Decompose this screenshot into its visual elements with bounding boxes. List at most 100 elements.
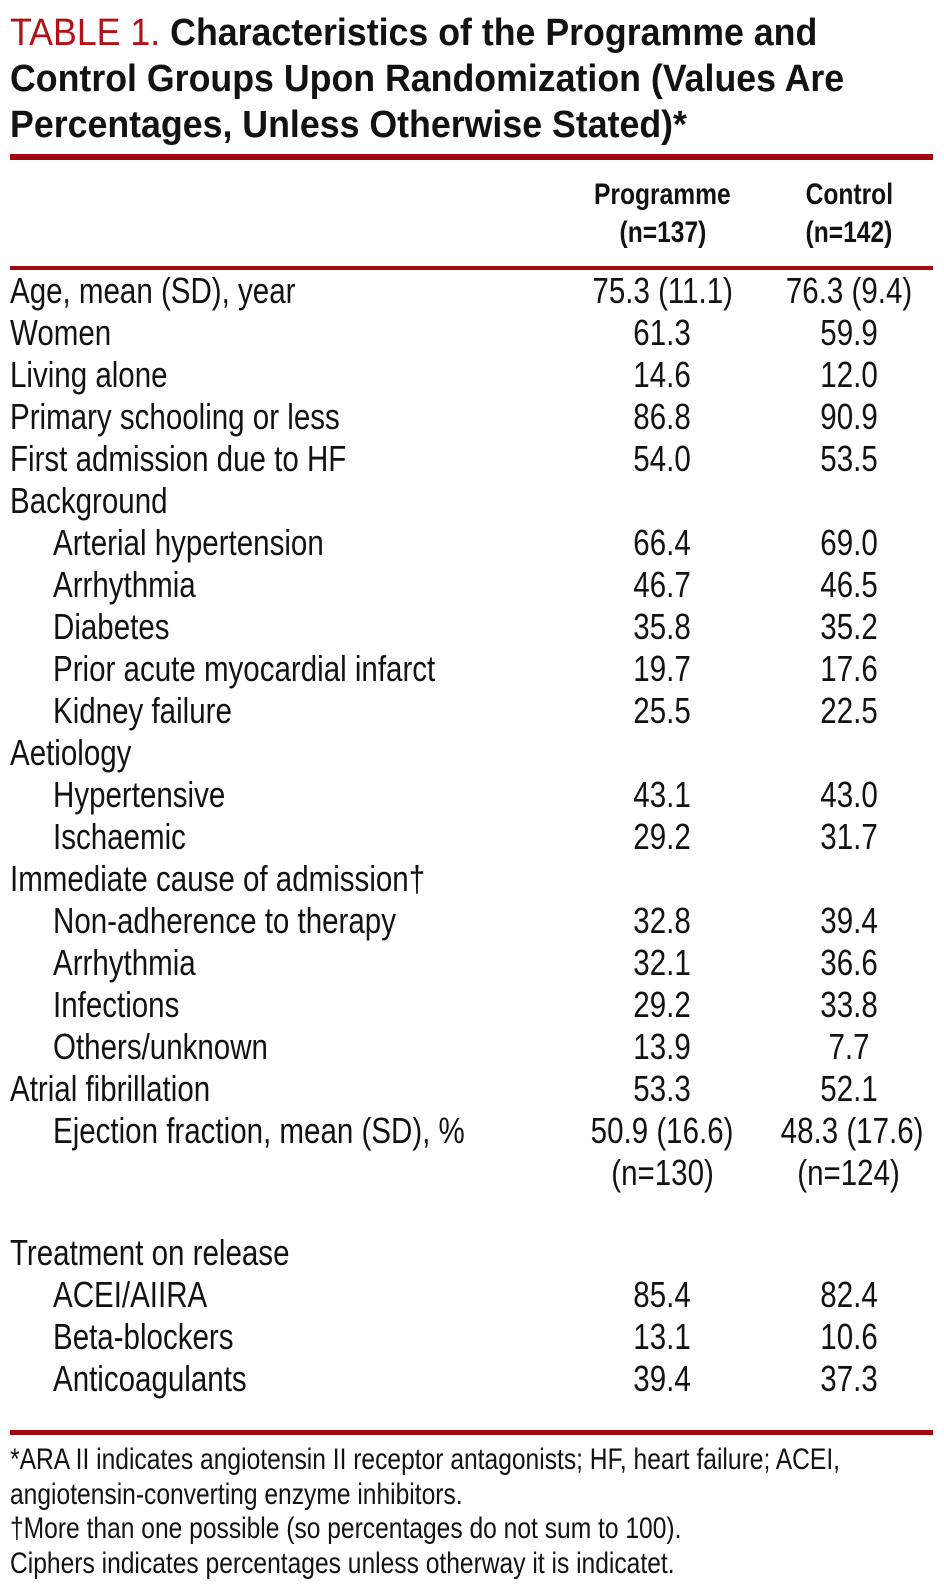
table-body: Age, mean (SD), year 75.3 (11.1) 76.3 (9.4… — [10, 270, 933, 1400]
table-row: Others/unknown 13.9 7.7 — [10, 1026, 933, 1068]
row-label: Age, mean (SD), year — [10, 270, 296, 311]
control-value: 31.7 — [820, 816, 878, 857]
stub-header-empty — [10, 176, 560, 252]
programme-value: 13.9 — [633, 1026, 692, 1067]
programme-value: 43.1 — [633, 774, 692, 815]
table-row: Arterial hypertension 66.4 69.0 — [10, 522, 933, 564]
control-value: 76.3 (9.4) — [785, 270, 913, 311]
programme-value: 39.4 — [633, 1358, 692, 1399]
row-label: Prior acute myocardial infarct — [53, 648, 436, 689]
programme-value: 29.2 — [633, 816, 692, 857]
control-value: 53.5 — [820, 438, 878, 479]
control-header-n: (n=142) — [805, 216, 893, 249]
table-row: Beta-blockers 13.1 10.6 — [10, 1316, 933, 1358]
control-value: (n=124) — [797, 1152, 901, 1193]
programme-value: 13.1 — [633, 1316, 692, 1357]
control-value: 59.9 — [820, 312, 878, 353]
programme-value: (n=130) — [611, 1152, 714, 1193]
control-value: 46.5 — [820, 564, 878, 605]
table-row: Treatment on release — [10, 1232, 933, 1274]
table-row: Atrial fibrillation 53.3 52.1 — [10, 1068, 933, 1110]
programme-value: 53.3 — [633, 1068, 692, 1109]
row-label: Ejection fraction, mean (SD), % — [53, 1110, 465, 1151]
table-number-label: TABLE 1. — [10, 12, 161, 54]
row-label: Aetiology — [10, 732, 132, 773]
table-row: ACEI/AIIRA 85.4 82.4 — [10, 1274, 933, 1316]
row-label: Beta-blockers — [53, 1316, 234, 1357]
row-label: First admission due to HF — [10, 438, 347, 479]
control-value: 33.8 — [820, 984, 878, 1025]
control-value: 10.6 — [820, 1316, 878, 1357]
row-label: Women — [10, 312, 112, 353]
row-label: Primary schooling or less — [10, 396, 340, 437]
programme-value: 32.1 — [633, 942, 692, 983]
footnote-text: *ARA II indicates angiotensin II recepto… — [10, 1443, 841, 1476]
row-label: Treatment on release — [10, 1232, 290, 1273]
row-label: Diabetes — [53, 606, 170, 647]
row-label: ACEI/AIIRA — [53, 1274, 208, 1315]
control-value: 39.4 — [820, 900, 878, 941]
row-label: Others/unknown — [53, 1026, 268, 1067]
programme-value: 50.9 (16.6) — [591, 1110, 734, 1151]
programme-header-name: Programme — [594, 178, 731, 211]
control-column-header: Control (n=142) — [765, 176, 933, 252]
programme-header-n: (n=137) — [619, 216, 706, 249]
column-headers: Programme (n=137) Control (n=142) — [10, 160, 933, 266]
programme-value: 66.4 — [633, 522, 692, 563]
programme-value: 61.3 — [633, 312, 692, 353]
row-label: Non-adherence to therapy — [53, 900, 396, 941]
footnote-line: †More than one possible (so percentages … — [10, 1512, 933, 1547]
row-label: Background — [10, 480, 168, 521]
table-row: Background — [10, 480, 933, 522]
table-row: Infections 29.2 33.8 — [10, 984, 933, 1026]
table-row: Ischaemic 29.2 31.7 — [10, 816, 933, 858]
row-label: Hypertensive — [53, 774, 226, 815]
table-row: Living alone 14.6 12.0 — [10, 354, 933, 396]
row-label: Infections — [53, 984, 180, 1025]
programme-value: 32.8 — [633, 900, 692, 941]
table-row: Non-adherence to therapy 32.8 39.4 — [10, 900, 933, 942]
table-row: Anticoagulants 39.4 37.3 — [10, 1358, 933, 1400]
title-text-1: Characteristics of the Programme and — [170, 12, 818, 54]
control-value: 35.2 — [820, 606, 878, 647]
table-row: Arrhythmia 32.1 36.6 — [10, 942, 933, 984]
title-line-1: TABLE 1. Characteristics of the Programm… — [10, 10, 933, 56]
programme-column-header: Programme (n=137) — [560, 176, 765, 252]
row-label: Immediate cause of admission† — [10, 858, 426, 899]
control-value: 17.6 — [820, 648, 878, 689]
table-row: Arrhythmia 46.7 46.5 — [10, 564, 933, 606]
control-value: 22.5 — [820, 690, 878, 731]
spacer-row — [10, 1194, 933, 1232]
programme-value: 29.2 — [633, 984, 692, 1025]
table-row: (n=130) (n=124) — [10, 1152, 933, 1194]
title-text-3: Percentages, Unless Otherwise Stated)* — [10, 104, 687, 146]
control-value: 7.7 — [828, 1026, 870, 1067]
control-value: 12.0 — [820, 354, 878, 395]
footnotes: *ARA II indicates angiotensin II recepto… — [10, 1443, 933, 1581]
programme-value: 35.8 — [633, 606, 692, 647]
row-label: Arrhythmia — [53, 564, 196, 605]
programme-value: 25.5 — [633, 690, 692, 731]
footnote-text: Ciphers indicates percentages unless oth… — [10, 1546, 675, 1580]
table-row: Aetiology — [10, 732, 933, 774]
programme-value: 46.7 — [633, 564, 692, 605]
title-line-3: Percentages, Unless Otherwise Stated)* — [10, 102, 933, 148]
programme-value: 85.4 — [633, 1274, 692, 1315]
table-row: Immediate cause of admission† — [10, 858, 933, 900]
control-value: 82.4 — [820, 1274, 878, 1315]
control-value: 52.1 — [820, 1068, 878, 1109]
top-rule — [10, 154, 933, 160]
control-value: 37.3 — [820, 1358, 878, 1399]
header-rule — [10, 266, 933, 270]
table-row: Ejection fraction, mean (SD), % 50.9 (16.… — [10, 1110, 933, 1152]
row-label: Ischaemic — [53, 816, 186, 857]
programme-value: 19.7 — [633, 648, 692, 689]
footnote-line: angiotensin-converting enzyme inhibitors… — [10, 1478, 933, 1513]
footnote-line: *ARA II indicates angiotensin II recepto… — [10, 1443, 933, 1478]
control-value: 69.0 — [820, 522, 878, 563]
table-row: Prior acute myocardial infarct 19.7 17.6 — [10, 648, 933, 690]
programme-value: 54.0 — [633, 438, 692, 479]
table-row: First admission due to HF 54.0 53.5 — [10, 438, 933, 480]
row-label: Living alone — [10, 354, 168, 395]
row-label: Anticoagulants — [53, 1358, 247, 1399]
